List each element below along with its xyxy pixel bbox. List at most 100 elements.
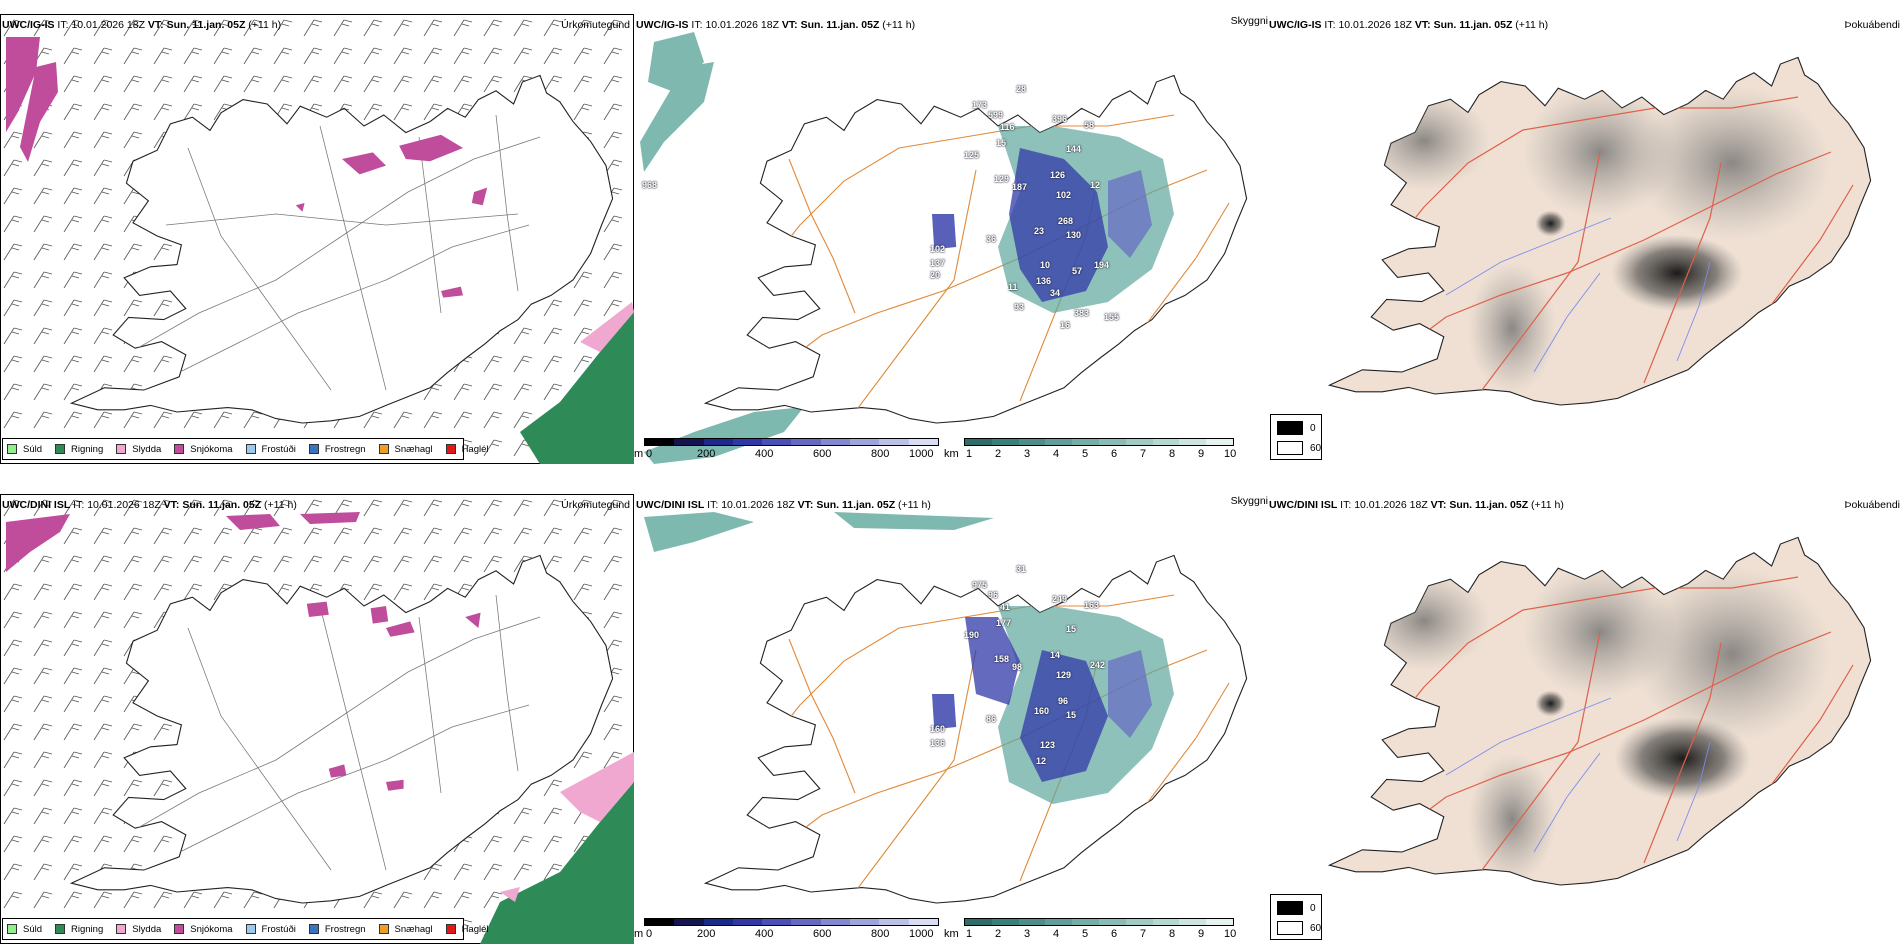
visibility-tick: 9 xyxy=(1198,928,1205,940)
legend-swatch xyxy=(55,924,66,934)
fog-legend: 0 60 xyxy=(1270,414,1322,460)
fog-legend-item: 0 xyxy=(1277,901,1316,915)
visibility-tick: 10 xyxy=(1224,448,1237,460)
cloud-base-colorbar-strip xyxy=(644,918,939,926)
cloud-base-unit: m xyxy=(634,448,644,460)
visibility-tick: 7 xyxy=(1140,448,1147,460)
cloud-base-value-label: 15 xyxy=(1066,624,1077,634)
fog-legend-item: 0 xyxy=(1277,421,1316,435)
cloud-base-value-label: 86 xyxy=(986,714,997,724)
cloud-base-value-label: 129 xyxy=(994,174,1010,184)
cloud-base-value-label: 58 xyxy=(1084,120,1095,130)
cloud-base-value-label: 155 xyxy=(1104,312,1120,322)
cloud-base-value-label: 144 xyxy=(1066,144,1082,154)
colorbar-segment xyxy=(991,919,1019,925)
cloud-base-map xyxy=(640,32,1248,464)
cloud-base-value-label: 102 xyxy=(1056,190,1072,200)
cloud-base-value-label: 268 xyxy=(1058,216,1074,226)
visibility-areas xyxy=(644,512,994,552)
visibility-tick: 3 xyxy=(1024,928,1031,940)
precip-snow-areas xyxy=(295,134,488,298)
cloud-base-value-label: 160 xyxy=(930,724,946,734)
colorbar-segment xyxy=(732,439,763,445)
colorbar-segment xyxy=(1045,919,1073,925)
panel-title-precip-type: Úrkomutegund xyxy=(561,19,630,31)
cloud-base-value-label: 190 xyxy=(964,630,980,640)
iceland-outline xyxy=(70,554,614,904)
fog-legend-swatch xyxy=(1277,441,1303,455)
legend-swatch xyxy=(445,444,456,454)
visibility-unit: km xyxy=(944,448,959,460)
visibility-tick: 5 xyxy=(1082,928,1089,940)
cloud-base-colorbar: m 0 200 400 600 800 1000 xyxy=(634,436,939,462)
cloud-base-value-label: 96 xyxy=(988,590,999,600)
colorbar-segment xyxy=(645,439,675,445)
cloud-base-value-label: 242 xyxy=(1090,660,1106,670)
cloud-base-colorbar: m 0 200 400 600 800 1000 xyxy=(634,916,939,942)
cloud-base-value-label: 136 xyxy=(1036,276,1052,286)
visibility-tick: 2 xyxy=(995,928,1002,940)
colorbar-segment xyxy=(1072,439,1099,445)
panel-title-fog: Þokuábendi xyxy=(1844,499,1900,511)
low-cloud-areas xyxy=(932,606,1174,804)
visibility-tick: 7 xyxy=(1140,928,1147,940)
panel-header: UWC/IG-IS IT: 10.01.2026 18Z VT: Sun. 11… xyxy=(2,19,282,31)
cloud-base-value-label: 975 xyxy=(972,580,988,590)
cloud-base-value-label: 130 xyxy=(1066,230,1082,240)
legend-item-freezing-drizzle: Frostúði xyxy=(245,444,296,455)
visibility-colorbar: km 1 2 3 4 5 6 7 8 9 10 xyxy=(944,916,1237,942)
cloud-base-value-label: 599 xyxy=(988,110,1004,120)
fog-panel-row2: UWC/DINI ISL IT: 10.01.2026 18Z VT: Sun.… xyxy=(1268,492,1900,944)
precip-offshore xyxy=(6,512,634,944)
colorbar-segment xyxy=(879,439,909,445)
cloud-base-value-label: 11 xyxy=(1008,282,1018,292)
fog-legend-swatch xyxy=(1277,921,1303,935)
colorbar-segment xyxy=(645,919,675,925)
visibility-areas xyxy=(640,32,804,464)
legend-swatch xyxy=(174,444,185,454)
fog-legend-item: 60 xyxy=(1277,921,1321,935)
colorbar-segment xyxy=(1206,439,1233,445)
cloud-base-tick: 0 xyxy=(646,448,653,460)
cloud-base-tick: 400 xyxy=(755,928,774,940)
cloud-base-tick: 0 xyxy=(646,928,653,940)
fog-shading xyxy=(1358,566,1831,885)
cloud-base-value-label: 36 xyxy=(986,234,997,244)
cloud-base-value-label: 16 xyxy=(1060,320,1071,330)
fog-shading xyxy=(1358,86,1831,394)
legend-item-freezing-drizzle: Frostúði xyxy=(245,924,296,935)
cloud-base-tick: 600 xyxy=(813,448,832,460)
colorbar-segment xyxy=(1098,919,1126,925)
legend-swatch xyxy=(378,924,389,934)
colorbar-segment xyxy=(1152,439,1180,445)
visibility-colorbar-strip xyxy=(964,438,1234,446)
precip-snow-areas xyxy=(306,601,481,791)
cloud-base-colorbar-strip xyxy=(644,438,939,446)
colorbar-segment xyxy=(908,439,938,445)
cloud-base-value-label: 187 xyxy=(1012,182,1028,192)
legend-swatch xyxy=(55,444,66,454)
colorbar-segment xyxy=(965,439,992,445)
fog-legend-swatch xyxy=(1277,901,1303,915)
rivers xyxy=(1445,217,1711,373)
cloud-base-value-label: 23 xyxy=(1034,226,1045,236)
visibility-tick: 3 xyxy=(1024,448,1031,460)
colorbar-segment xyxy=(879,919,909,925)
legend-item-freezing-rain: Frostregn xyxy=(308,444,366,455)
colorbar-segment xyxy=(1072,919,1099,925)
cloud-visibility-panel-row2: UWC/DINI ISL IT: 10.01.2026 18Z VT: Sun.… xyxy=(634,492,1268,944)
colorbar-segment xyxy=(1125,439,1153,445)
colorbar-segment xyxy=(762,919,792,925)
colorbar-segment xyxy=(703,919,733,925)
cloud-base-value-label: 15 xyxy=(1066,710,1077,720)
legend-item-drizzle: Súld xyxy=(7,444,42,455)
colorbar-segment xyxy=(703,439,733,445)
cloud-base-value-label: 28 xyxy=(1016,84,1027,94)
legend-item-hail: Haglél xyxy=(445,444,489,455)
cloud-base-tick: 600 xyxy=(813,928,832,940)
cloud-base-value-label: 968 xyxy=(642,180,658,190)
fog-indicator-map xyxy=(1328,56,1872,406)
visibility-tick: 1 xyxy=(966,928,973,940)
visibility-tick: 10 xyxy=(1224,928,1237,940)
legend-item-sleet: Slydda xyxy=(116,924,161,935)
